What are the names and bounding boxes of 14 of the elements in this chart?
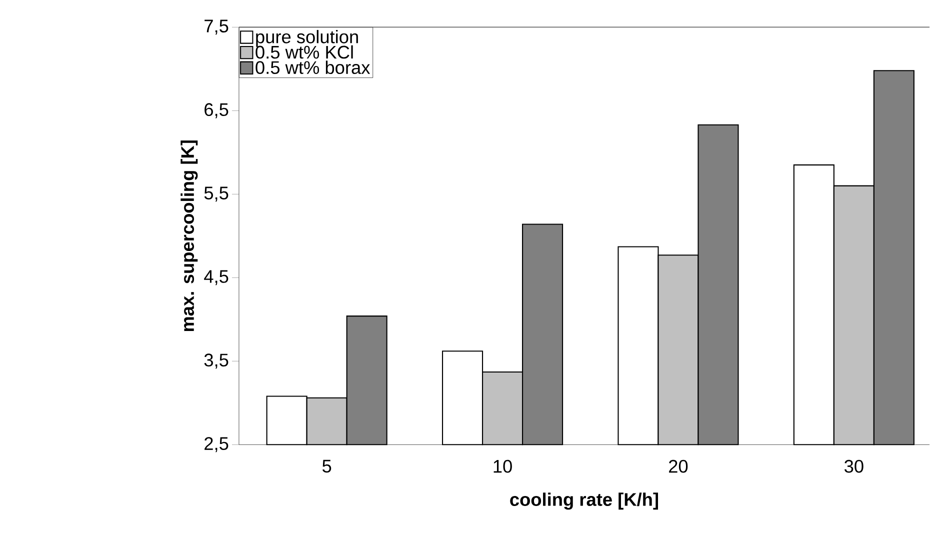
y-tick-label: 7,5 (204, 20, 228, 35)
x-tick-label: 5 (322, 460, 332, 473)
x-axis-title: cooling rate [K/h] (510, 492, 658, 510)
y-tick-label: 3,5 (204, 354, 228, 369)
y-axis-title: max. supercooling [K] (180, 140, 198, 332)
y-tick-label: 2,5 (204, 437, 228, 452)
legend-label: 0.5 wt% borax (256, 60, 370, 74)
x-tick-label: 20 (669, 460, 688, 473)
y-tick-label: 5,5 (204, 186, 228, 202)
x-tick-label: 30 (844, 460, 864, 473)
legend-label: 0.5 wt% KCl (256, 45, 353, 59)
y-tick-label: 4,5 (204, 270, 228, 286)
y-tick-label: 6,5 (204, 103, 228, 118)
x-tick-label: 10 (494, 460, 512, 473)
